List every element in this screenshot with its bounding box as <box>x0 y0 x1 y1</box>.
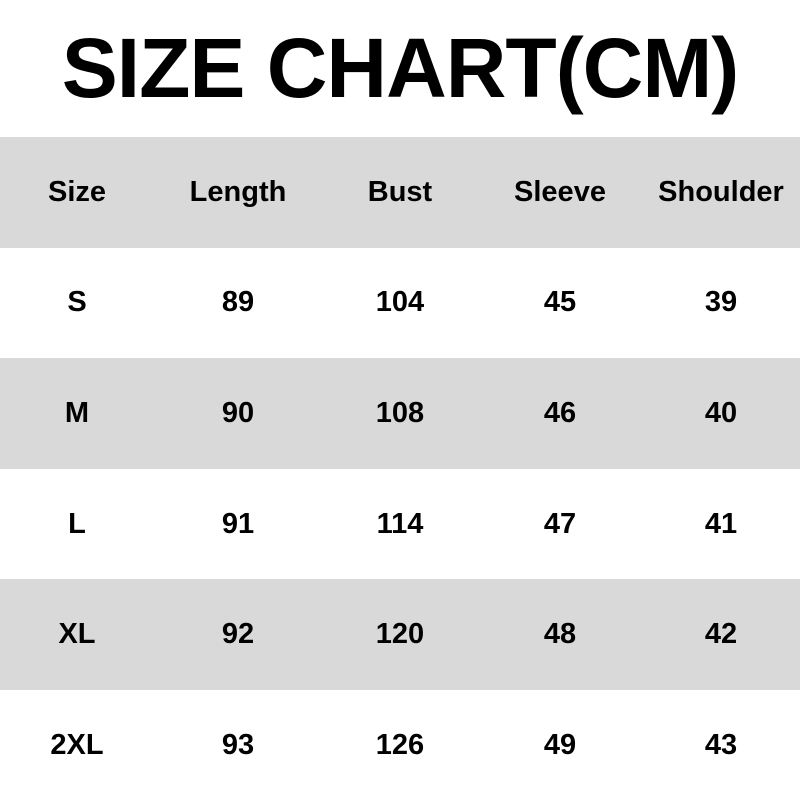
table-cell-length: 92 <box>221 618 255 651</box>
table-cell-size: XL <box>58 618 96 651</box>
header-sleeve: Sleeve <box>514 175 606 208</box>
table-cell-sleeve: 47 <box>543 507 577 540</box>
header-bust: Bust <box>367 175 433 208</box>
table-cell-size: 2XL <box>50 728 104 761</box>
table-row: XL 92 120 48 42 <box>0 579 800 690</box>
table-cell-size: L <box>68 507 86 540</box>
table-cell-shoulder: 39 <box>704 286 738 319</box>
table-cell-shoulder: 43 <box>704 728 738 761</box>
table-cell-shoulder: 42 <box>704 618 738 651</box>
table-cell-bust: 126 <box>375 728 425 761</box>
table-cell-length: 89 <box>221 286 255 319</box>
table-cell-bust: 114 <box>376 507 424 540</box>
table-cell-length: 91 <box>221 507 255 540</box>
size-table: Size Length Bust Sleeve Shoulder S 89 104 4… <box>0 137 800 801</box>
header-length: Length <box>189 175 287 208</box>
table-row: M 90 108 46 40 <box>0 358 800 469</box>
table-row: L 91 114 47 41 <box>0 469 800 580</box>
table-row: 2XL 93 126 49 43 <box>0 690 800 801</box>
header-size: Size <box>47 175 107 208</box>
table-cell-sleeve: 48 <box>543 618 577 651</box>
header-shoulder: Shoulder <box>658 175 784 208</box>
table-row: S 89 104 45 39 <box>0 248 800 359</box>
table-cell-length: 90 <box>221 396 255 429</box>
table-header-row: Size Length Bust Sleeve Shoulder <box>0 137 800 248</box>
page-title: SIZE CHART(CM) <box>61 21 740 115</box>
table-cell-bust: 120 <box>375 618 425 651</box>
table-cell-sleeve: 49 <box>543 728 577 761</box>
table-cell-length: 93 <box>221 728 255 761</box>
table-cell-size: S <box>67 286 87 319</box>
table-cell-bust: 108 <box>375 396 425 429</box>
table-cell-sleeve: 46 <box>543 396 577 429</box>
table-cell-sleeve: 45 <box>543 286 577 319</box>
table-cell-size: M <box>64 396 90 429</box>
table-cell-shoulder: 41 <box>704 507 738 540</box>
table-cell-shoulder: 40 <box>704 396 738 429</box>
table-cell-bust: 104 <box>375 286 425 319</box>
